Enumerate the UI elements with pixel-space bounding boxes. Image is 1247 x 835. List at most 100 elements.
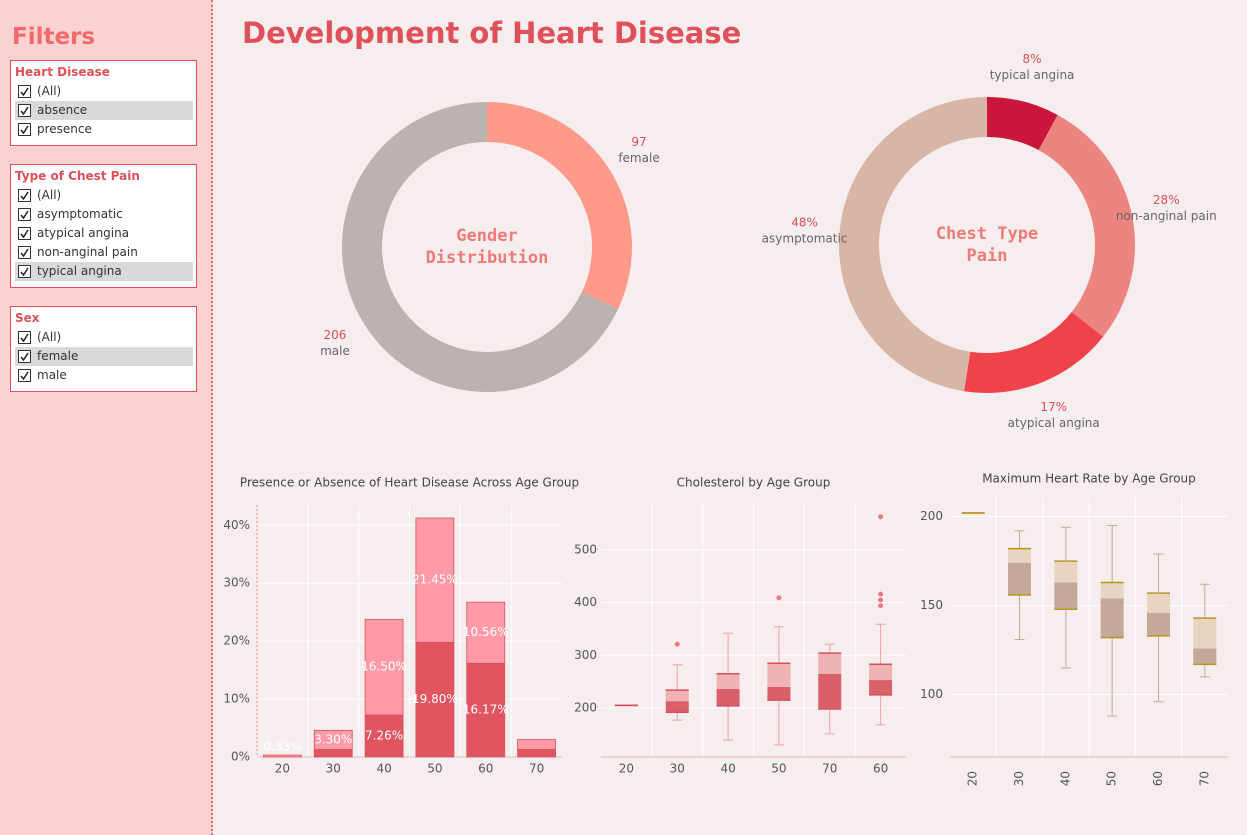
y-tick-label: 30% xyxy=(223,576,250,590)
slice-category-label: typical angina xyxy=(990,68,1075,82)
checkbox[interactable] xyxy=(18,246,31,259)
checkmark xyxy=(20,229,29,239)
x-tick-label: 60 xyxy=(873,762,888,776)
y-tick-label: 300 xyxy=(574,648,597,662)
box-lower xyxy=(1054,582,1078,610)
checkmark xyxy=(20,371,29,381)
x-tick-label: 60 xyxy=(478,762,493,776)
filter-title: Heart Disease xyxy=(15,65,110,79)
bar-segment xyxy=(364,714,404,758)
option-label: (All) xyxy=(37,84,62,98)
box-upper xyxy=(1100,582,1124,599)
filter-option[interactable]: female xyxy=(15,347,193,366)
option-label: asymptomatic xyxy=(37,207,123,221)
checkbox-frame xyxy=(18,85,31,98)
option-label: typical angina xyxy=(37,264,122,278)
slice-category-label: atypical angina xyxy=(1008,416,1100,430)
donut-slice xyxy=(987,97,1058,151)
box-upper xyxy=(1147,593,1170,613)
bar-value-label: 7.26% xyxy=(365,728,403,742)
box-upper xyxy=(767,663,791,687)
slice-value-label: 48% xyxy=(791,215,818,229)
checkbox[interactable] xyxy=(18,265,31,278)
outlier xyxy=(878,514,884,520)
checkbox[interactable] xyxy=(18,189,31,202)
filter-option[interactable]: (All) xyxy=(15,82,193,101)
checkmark xyxy=(20,267,29,277)
filter-option[interactable]: male xyxy=(15,366,193,385)
checkbox[interactable] xyxy=(18,85,31,98)
x-tick-label: 70 xyxy=(529,762,544,776)
bar-segment xyxy=(517,739,556,750)
box-upper xyxy=(1008,548,1031,563)
slice-value-label: 28% xyxy=(1153,193,1180,207)
x-tick-label: 70 xyxy=(822,762,837,776)
checkbox[interactable] xyxy=(18,104,31,117)
dashboard-title: Development of Heart Disease xyxy=(242,16,742,50)
donut-center-title: Chest Type Pain xyxy=(935,224,1039,266)
x-tick-label: 40 xyxy=(376,762,391,776)
checkmark xyxy=(20,333,29,343)
option-label: (All) xyxy=(37,330,62,344)
bar-segment xyxy=(364,618,404,716)
filter-option[interactable]: asymptomatic xyxy=(15,205,193,224)
x-tick-label: 50 xyxy=(771,762,786,776)
outlier xyxy=(878,603,884,609)
filter-title: Sex xyxy=(15,311,40,325)
checkbox[interactable] xyxy=(18,123,31,136)
panel-title: Filters xyxy=(12,24,96,50)
bar-segment xyxy=(466,601,506,664)
filter-list: Heart Disease (All) absence presence Type of… xyxy=(0,60,211,392)
checkbox[interactable] xyxy=(18,350,31,363)
checkbox-frame xyxy=(18,350,31,363)
y-tick-label: 100 xyxy=(920,687,943,701)
y-tick-label: 0% xyxy=(231,750,250,764)
x-tick-label: 40 xyxy=(720,762,735,776)
x-tick-label: 20 xyxy=(619,762,634,776)
x-tick-label: 50 xyxy=(427,762,442,776)
checkbox[interactable] xyxy=(18,227,31,240)
outlier xyxy=(674,641,680,647)
donut-center-title: Gender Distribution xyxy=(425,226,549,268)
checkmark xyxy=(20,248,29,258)
checkbox-frame xyxy=(18,123,31,136)
option-label: absence xyxy=(37,103,88,117)
filter-box: Heart Disease (All) absence presence xyxy=(10,60,197,146)
filter-option[interactable]: non-anginal pain xyxy=(15,243,193,262)
box-lower xyxy=(818,673,842,710)
box-lower xyxy=(767,686,791,701)
option-label: male xyxy=(37,368,67,382)
box-upper xyxy=(1054,561,1078,583)
chart-title: Presence or Absence of Heart Disease Acr… xyxy=(240,476,579,490)
donut-slice xyxy=(487,102,632,309)
filter-option[interactable]: (All) xyxy=(15,328,193,347)
filter-option[interactable]: presence xyxy=(15,120,193,139)
bar-segment xyxy=(263,754,302,758)
option-label: non-anginal pain xyxy=(37,245,138,259)
filter-option[interactable]: atypical angina xyxy=(15,224,193,243)
x-tick-label: 30 xyxy=(326,762,341,776)
checkbox[interactable] xyxy=(18,369,31,382)
checkmark xyxy=(20,87,29,97)
checkbox[interactable] xyxy=(18,331,31,344)
filter-option[interactable]: (All) xyxy=(15,186,193,205)
checkbox-frame xyxy=(18,208,31,221)
y-tick-label: 500 xyxy=(574,542,597,556)
chart-title: Cholesterol by Age Group xyxy=(677,476,831,490)
filter-option[interactable]: typical angina xyxy=(15,262,193,281)
bar-value-label: 21.45% xyxy=(412,573,458,587)
checkbox-frame xyxy=(18,227,31,240)
box-lower xyxy=(869,680,893,695)
slice-category-label: male xyxy=(320,344,350,358)
checkbox[interactable] xyxy=(18,208,31,221)
box-upper xyxy=(818,653,842,674)
bar-value-label: 16.50% xyxy=(361,660,407,674)
bar-value-label: 10.56% xyxy=(463,625,509,639)
filter-option[interactable]: absence xyxy=(15,101,193,120)
donut-slice xyxy=(1038,114,1136,337)
outlier xyxy=(878,597,884,603)
x-tick-label: 30 xyxy=(670,762,685,776)
bar-segment xyxy=(313,729,353,750)
